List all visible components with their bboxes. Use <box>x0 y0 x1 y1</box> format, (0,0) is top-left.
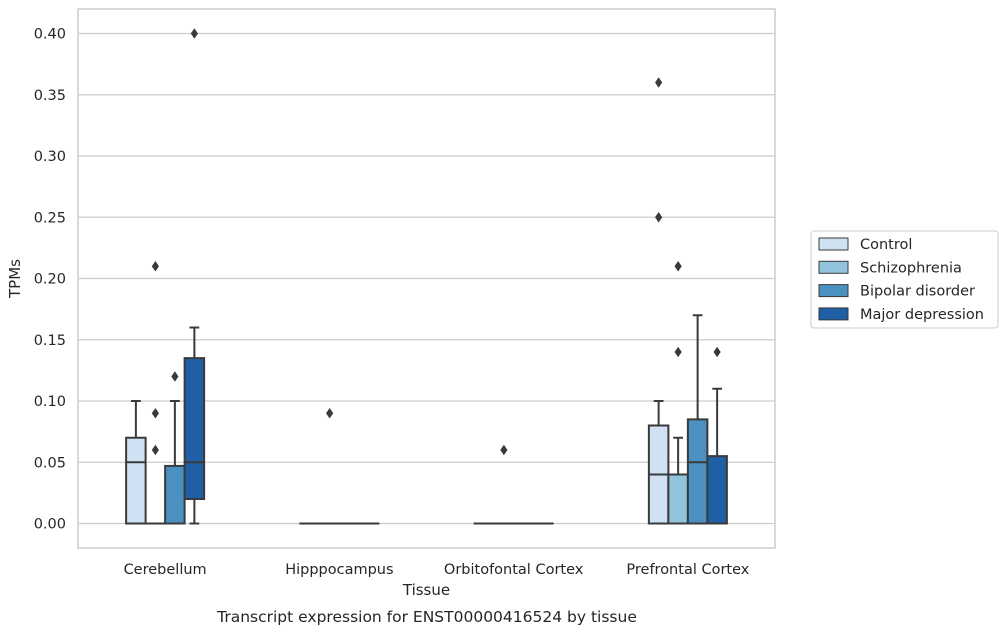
legend-label: Control <box>860 237 912 253</box>
outlier-point <box>674 261 682 272</box>
box-body <box>125 436 147 525</box>
grid-lines <box>78 32 775 525</box>
legend-item: Schizophrenia <box>818 260 962 276</box>
y-axis-label: TPMs <box>6 259 24 299</box>
legend-item: Bipolar disorder <box>818 284 975 300</box>
legend-item: Major depression <box>818 307 984 323</box>
legend-swatch <box>818 260 849 274</box>
boxes <box>125 28 728 525</box>
box-schizophrenia <box>144 261 167 525</box>
x-tick-label: Cerebellum <box>124 562 207 578</box>
outlier-point <box>190 28 198 39</box>
box-control <box>125 400 147 525</box>
legend-swatch <box>818 237 849 251</box>
legend-items: Control Schizophrenia Bipolar disorder Majo… <box>818 237 984 323</box>
legend-item: Control <box>818 237 912 253</box>
legend: Control Schizophrenia Bipolar disorder Majo… <box>810 230 999 329</box>
x-ticks: Cerebellum Hipppocampus Orbitofontal Corte… <box>124 562 750 578</box>
legend-label: Bipolar disorder <box>860 284 975 300</box>
box-schizophrenia <box>318 408 341 525</box>
outlier-point <box>151 261 159 272</box>
y-tick-label: 0.35 <box>34 88 66 104</box>
y-tick-label: 0.30 <box>34 149 66 165</box>
x-axis-label: Tissue <box>402 581 450 599</box>
x-tick-label: Orbitofontal Cortex <box>444 562 584 578</box>
outlier-point <box>151 444 159 456</box>
outlier-point <box>326 408 334 419</box>
legend-swatch <box>818 307 849 321</box>
box-body <box>667 473 689 525</box>
outlier-point <box>655 212 663 223</box>
box-major-depression <box>183 28 206 525</box>
box-bipolar-disorder <box>686 314 709 525</box>
y-tick-label: 0.00 <box>34 517 66 533</box>
box-schizophrenia <box>667 261 689 525</box>
outlier-point <box>151 408 159 419</box>
legend-frame <box>810 230 999 329</box>
legend-label: Schizophrenia <box>860 260 962 276</box>
outlier-point <box>674 346 682 358</box>
box-body <box>164 464 186 525</box>
x-tick-label: Prefrontal Cortex <box>626 562 749 578</box>
plot-frame <box>77 8 776 549</box>
y-tick-label: 0.40 <box>34 27 66 43</box>
y-tick-label: 0.20 <box>34 272 66 288</box>
y-ticks: 0.00 0.05 0.10 0.15 0.20 0.25 0.30 0.35 0.40 <box>34 27 66 533</box>
outlier-point <box>500 444 508 456</box>
outlier-point <box>171 371 179 382</box>
box-bipolar-disorder <box>164 371 186 525</box>
y-tick-label: 0.25 <box>34 210 66 226</box>
outlier-point <box>655 77 663 88</box>
y-tick-label: 0.15 <box>34 333 66 349</box>
y-tick-label: 0.10 <box>34 394 66 410</box>
box-body <box>706 455 728 525</box>
chart-title: Transcript expression for ENST0000041652… <box>216 608 637 626</box>
box-body <box>183 357 206 500</box>
box-control <box>647 77 670 525</box>
x-tick-label: Hipppocampus <box>285 562 393 578</box>
y-tick-label: 0.05 <box>34 455 66 471</box>
box-schizophrenia <box>493 444 515 525</box>
box-major-depression <box>706 346 728 525</box>
legend-label: Major depression <box>860 307 984 323</box>
legend-swatch <box>818 284 849 298</box>
outlier-point <box>713 346 721 358</box>
box-body <box>686 418 709 525</box>
